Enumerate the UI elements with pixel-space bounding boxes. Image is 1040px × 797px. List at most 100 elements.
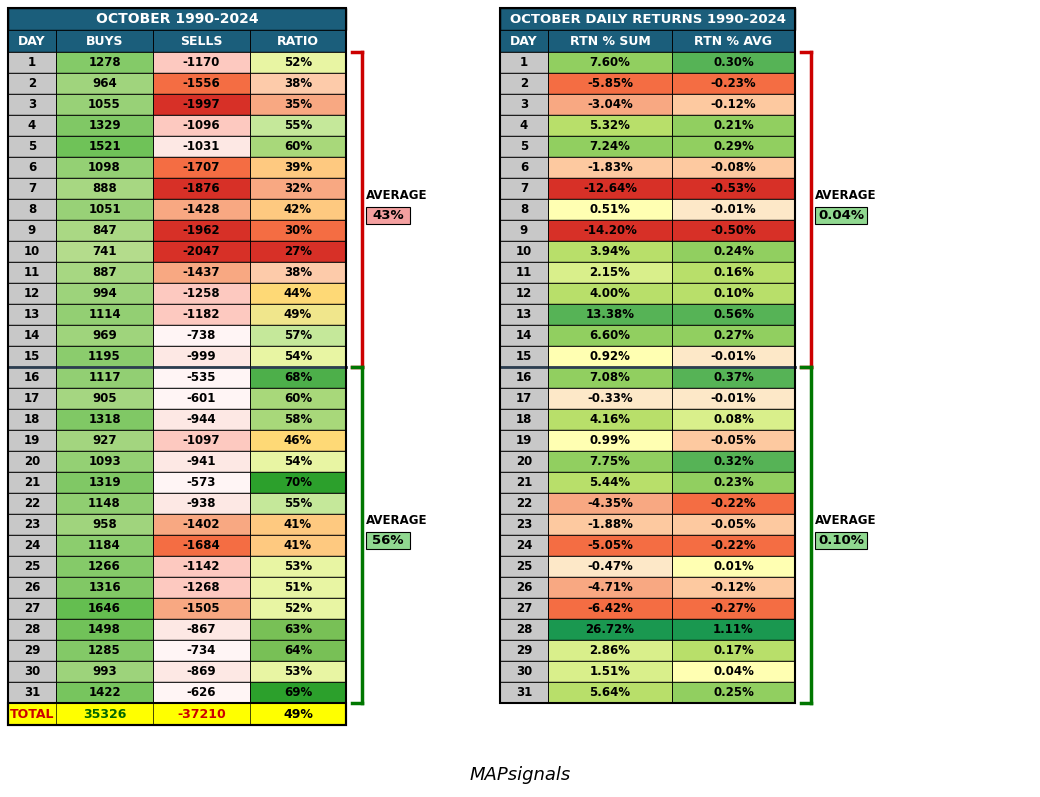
Bar: [56, 577, 153, 598]
Text: 18: 18: [24, 413, 41, 426]
Bar: [250, 178, 346, 199]
Text: 1: 1: [28, 56, 36, 69]
Bar: [153, 577, 250, 598]
Text: 0.01%: 0.01%: [713, 560, 754, 573]
Bar: [672, 472, 795, 493]
Text: 1266: 1266: [88, 560, 121, 573]
Bar: [548, 598, 672, 619]
Bar: [548, 136, 672, 157]
Text: SELLS: SELLS: [180, 34, 223, 48]
Text: 4.00%: 4.00%: [590, 287, 630, 300]
Bar: [8, 304, 56, 325]
Bar: [250, 304, 346, 325]
Text: 7.24%: 7.24%: [590, 140, 630, 153]
Bar: [672, 619, 795, 640]
Bar: [8, 325, 56, 346]
Bar: [548, 262, 672, 283]
Text: 9: 9: [520, 224, 528, 237]
Text: 6.60%: 6.60%: [590, 329, 630, 342]
Bar: [548, 409, 672, 430]
Text: 56%: 56%: [372, 535, 404, 548]
Text: 10: 10: [24, 245, 41, 258]
Bar: [672, 178, 795, 199]
Bar: [153, 430, 250, 451]
Text: 16: 16: [24, 371, 41, 384]
Bar: [56, 73, 153, 94]
Bar: [8, 640, 56, 661]
Bar: [548, 472, 672, 493]
Text: MAPsignals: MAPsignals: [469, 766, 571, 784]
Text: 927: 927: [93, 434, 116, 447]
Text: 15: 15: [516, 350, 532, 363]
Bar: [250, 430, 346, 451]
Text: RTN % AVG: RTN % AVG: [695, 34, 773, 48]
Bar: [548, 430, 672, 451]
Bar: [56, 472, 153, 493]
Text: -0.47%: -0.47%: [588, 560, 633, 573]
Text: 19: 19: [516, 434, 532, 447]
Bar: [250, 325, 346, 346]
Text: 8: 8: [520, 203, 528, 216]
Bar: [548, 640, 672, 661]
Text: 0.24%: 0.24%: [713, 245, 754, 258]
Text: 51%: 51%: [284, 581, 312, 594]
Bar: [153, 619, 250, 640]
Bar: [548, 556, 672, 577]
Bar: [8, 73, 56, 94]
Text: 64%: 64%: [284, 644, 312, 657]
Bar: [548, 535, 672, 556]
Bar: [250, 30, 346, 52]
Text: 13.38%: 13.38%: [586, 308, 634, 321]
Text: 0.17%: 0.17%: [713, 644, 754, 657]
Bar: [56, 640, 153, 661]
Bar: [56, 220, 153, 241]
Text: 13: 13: [24, 308, 41, 321]
Text: -0.12%: -0.12%: [710, 581, 756, 594]
Bar: [56, 388, 153, 409]
Bar: [672, 30, 795, 52]
Text: -0.05%: -0.05%: [710, 434, 756, 447]
Bar: [672, 241, 795, 262]
Text: 1422: 1422: [88, 686, 121, 699]
Bar: [500, 388, 548, 409]
Bar: [8, 136, 56, 157]
Bar: [153, 241, 250, 262]
Bar: [153, 514, 250, 535]
Text: 54%: 54%: [284, 350, 312, 363]
Bar: [153, 115, 250, 136]
Bar: [8, 682, 56, 703]
Text: 8: 8: [28, 203, 36, 216]
Text: 7.75%: 7.75%: [590, 455, 630, 468]
Bar: [500, 178, 548, 199]
Bar: [366, 532, 410, 549]
Text: 1184: 1184: [88, 539, 121, 552]
Text: 1148: 1148: [88, 497, 121, 510]
Bar: [153, 262, 250, 283]
Text: -573: -573: [187, 476, 216, 489]
Text: 1195: 1195: [88, 350, 121, 363]
Text: -738: -738: [187, 329, 216, 342]
Text: 38%: 38%: [284, 77, 312, 90]
Text: -5.05%: -5.05%: [587, 539, 633, 552]
Text: -1428: -1428: [183, 203, 220, 216]
Text: 55%: 55%: [284, 497, 312, 510]
Bar: [500, 8, 795, 30]
Text: -944: -944: [187, 413, 216, 426]
Bar: [672, 598, 795, 619]
Text: 38%: 38%: [284, 266, 312, 279]
Text: -941: -941: [187, 455, 216, 468]
Text: 23: 23: [24, 518, 41, 531]
Text: 35%: 35%: [284, 98, 312, 111]
Text: -1142: -1142: [183, 560, 220, 573]
Text: -1268: -1268: [183, 581, 220, 594]
Bar: [250, 73, 346, 94]
Bar: [8, 8, 346, 30]
Text: 30: 30: [516, 665, 532, 678]
Text: 17: 17: [24, 392, 41, 405]
Text: 0.27%: 0.27%: [713, 329, 754, 342]
Bar: [500, 346, 548, 367]
Text: 0.10%: 0.10%: [818, 535, 864, 548]
Text: 958: 958: [93, 518, 116, 531]
Text: -0.08%: -0.08%: [710, 161, 756, 174]
Bar: [8, 30, 56, 52]
